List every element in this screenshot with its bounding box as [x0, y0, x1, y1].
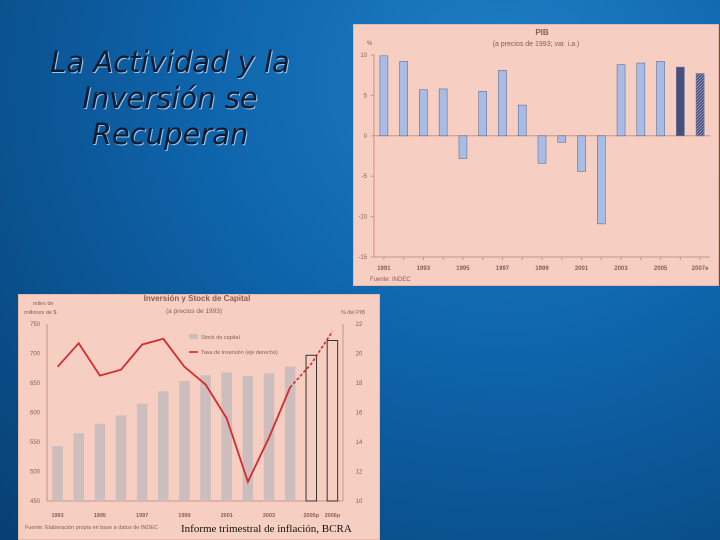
slide-title-line-2: Inversión se: [82, 81, 258, 115]
pib-bar-2007: [695, 73, 705, 137]
pib-bar-1999: [537, 135, 547, 164]
inv-y2tick-label-1: 20: [356, 352, 363, 358]
inv-ylabel-line-1: miles de: [33, 301, 53, 307]
pib-bar-2000: [557, 135, 567, 143]
inv-rate-line: [56, 337, 291, 485]
pib-bar-2002: [596, 135, 606, 225]
inv-y2tick-label-3: 16: [356, 411, 363, 417]
pib-ytick-label-5: -15: [358, 255, 367, 261]
inv-xtick-label-2003: 2003: [263, 513, 275, 519]
pib-xtick-label-1997: 1997: [496, 266, 510, 272]
inv-y2tick-label-5: 12: [356, 470, 363, 476]
pib-bar-2006: [676, 66, 685, 137]
inv-xtick-label-2005p: 2005p: [303, 513, 319, 519]
inv-bar-2005p: [305, 354, 318, 502]
pib-xtick-label-2005: 2005: [654, 266, 668, 272]
inv-bar-1994: [73, 433, 84, 501]
investment-chart: Inversión y Stock de Capital (a precios d…: [24, 295, 365, 531]
inv-xtick-label-1999: 1999: [178, 513, 190, 519]
pib-bar-2004: [636, 62, 646, 137]
inv-ytick-label-4: 550: [30, 440, 41, 446]
slide-title: La Actividad y la Inversión se Recuperan: [20, 44, 320, 152]
inv-source: Fuente: Elaboración propia en base a dat…: [25, 525, 158, 531]
inv-ytick-label-6: 450: [30, 499, 41, 505]
pib-chart: PIB (a precios de 1993; var. i.a.)%10 5 0 -5…: [358, 28, 710, 283]
inv-bar-1996: [115, 415, 127, 501]
inv-bar-1993: [52, 446, 63, 501]
inv-bar-1995: [94, 423, 106, 501]
pib-ylabel: %: [367, 41, 373, 47]
pib-xtick-label-2003: 2003: [614, 266, 628, 272]
inv-bar-1998: [158, 391, 169, 501]
pib-bar-1998: [517, 104, 527, 137]
inv-y2tick-label-2: 18: [356, 381, 363, 387]
inv-legend-bar-label: Stock de capital: [201, 335, 240, 341]
pib-xtick-label-2007e: 2007e: [692, 266, 709, 272]
inv-title: Inversión y Stock de Capital: [144, 295, 251, 303]
pib-xtick-label-1991: 1991: [377, 266, 391, 272]
pib-title: PIB: [535, 28, 549, 37]
pib-subtitle: (a precios de 1993; var. i.a.): [493, 41, 580, 48]
pib-xtick-label-1995: 1995: [456, 266, 470, 272]
slide-title-line-3: Recuperan: [91, 117, 249, 151]
pib-ytick-label-0: 10: [360, 53, 367, 59]
inv-legend-bar-swatch: [189, 334, 198, 339]
inv-bar-2001: [221, 372, 232, 501]
inv-legend-line-label: Tasa de inversión (eje derecho): [201, 350, 278, 356]
pib-ytick-label-1: 5: [364, 93, 368, 99]
slide-title-line-1: La Actividad y la: [50, 45, 290, 79]
inv-xtick-label-1997: 1997: [136, 513, 148, 519]
inv-xtick-label-2006p: 2006p: [325, 513, 341, 519]
inv-xtick-label-1993: 1993: [51, 513, 63, 519]
inv-ytick-label-3: 600: [30, 411, 41, 417]
slide-caption: Informe trimestral de inflación, BCRA: [181, 523, 352, 535]
inv-ylabel-line-2: millones de $: [24, 310, 56, 316]
pib-bar-2001: [577, 135, 586, 172]
inv-ylabel: miles de millones de $: [24, 301, 56, 316]
inv-bar-1997: [136, 403, 148, 501]
inv-subtitle: (a precios de 1993): [166, 308, 222, 315]
inv-xtick-label-1995: 1995: [94, 513, 106, 519]
inv-ytick-label-2: 650: [30, 381, 41, 387]
pib-bar-1992: [399, 61, 408, 137]
pib-xtick-label-2001: 2001: [575, 266, 589, 272]
pib-ytick-label-3: -5: [362, 174, 368, 180]
inv-rate-line-projected: [289, 330, 334, 388]
pib-bar-1993: [419, 89, 428, 137]
pib-bar-1996: [478, 91, 488, 137]
pib-xtick-label-1993: 1993: [417, 266, 431, 272]
pib-bar-2003: [616, 64, 626, 137]
pib-chart-panel: PIB (a precios de 1993; var. i.a.)% 10 5 0 -5…: [353, 24, 719, 286]
pib-source: Fuente: INDEC: [370, 277, 411, 283]
investment-chart-panel: Inversión y Stock de Capital (a precios d…: [18, 294, 380, 540]
inv-ytick-label-5: 500: [30, 470, 41, 476]
inv-bar-1999: [179, 381, 190, 501]
pib-ytick-label-2: 0: [364, 134, 368, 140]
pib-xtick-label-1999: 1999: [535, 266, 549, 272]
inv-ytick-label-0: 750: [30, 322, 41, 328]
pib-bar-1995: [458, 135, 468, 159]
inv-y2tick-label-0: 22: [356, 322, 363, 328]
pib-bar-1994: [438, 88, 448, 137]
inv-y2tick-label-4: 14: [356, 440, 363, 446]
inv-y2tick-label-6: 10: [356, 499, 363, 505]
pib-bar-2005: [656, 61, 665, 137]
inv-bar-2006p: [326, 340, 339, 502]
inv-bar-2002: [242, 375, 254, 501]
pib-bar-1991: [379, 55, 389, 137]
inv-bar-2004: [284, 366, 296, 501]
inv-y2label: % del PIB: [341, 310, 365, 316]
pib-bar-1997: [498, 70, 507, 137]
inv-xtick-label-2001: 2001: [221, 513, 233, 519]
inv-ytick-label-1: 700: [30, 352, 41, 358]
pib-ytick-label-4: -10: [358, 215, 367, 221]
inv-bar-2000: [200, 375, 211, 501]
